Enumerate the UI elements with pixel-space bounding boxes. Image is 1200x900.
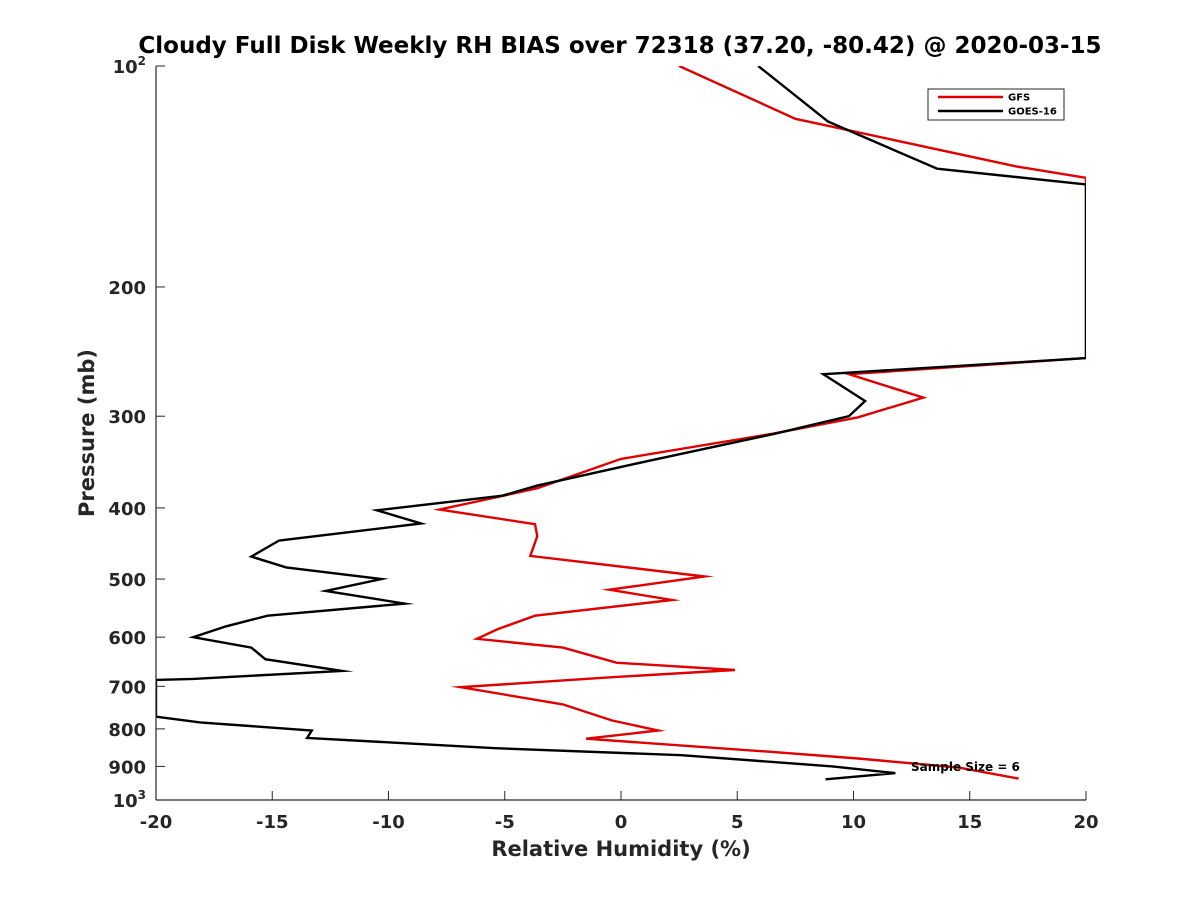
legend: GFS GOES-16 [927,88,1065,121]
chart-title: Cloudy Full Disk Weekly RH BIAS over 723… [138,33,1101,59]
y-tick-label: 500 [108,570,146,591]
y-tick-label: 200 [108,278,146,299]
series-layer [156,66,1086,781]
x-tick-label: 10 [841,812,866,833]
series-line-gfs [432,66,1086,780]
legend-label: GFS [1008,93,1030,104]
y-axis-label: Pressure (mb) [75,349,99,517]
legend-label: GOES-16 [1008,107,1057,118]
series-line-goes-16 [156,66,1086,781]
sample-size-annotation: Sample Size = 6 [911,760,1020,774]
x-tick-label: -15 [256,812,289,833]
x-tick-label: 15 [957,812,982,833]
x-tick-label: 5 [731,812,744,833]
legend-box [927,88,1065,121]
y-tick-label: 600 [108,628,146,649]
y-tick-label: 102 [113,54,146,78]
y-tick-label: 700 [108,677,146,698]
y-tick-label: 900 [108,757,146,778]
y-tick-label: 400 [108,499,146,520]
plot-area [156,66,1086,800]
axes-layer: -20 -15 -10 -5 0 5 10 15 20 102 200 300 400 500 600 700… [108,54,1098,833]
x-axis-label: Relative Humidity (%) [491,837,750,861]
x-tick-label: 0 [615,812,628,833]
x-tick-label: 20 [1073,812,1098,833]
x-tick-label: -10 [372,812,405,833]
y-tick-label: 103 [113,788,146,812]
y-tick-label: 800 [108,720,146,741]
x-tick-label: -5 [495,812,515,833]
x-tick-label: -20 [140,812,173,833]
y-tick-label: 300 [108,407,146,428]
